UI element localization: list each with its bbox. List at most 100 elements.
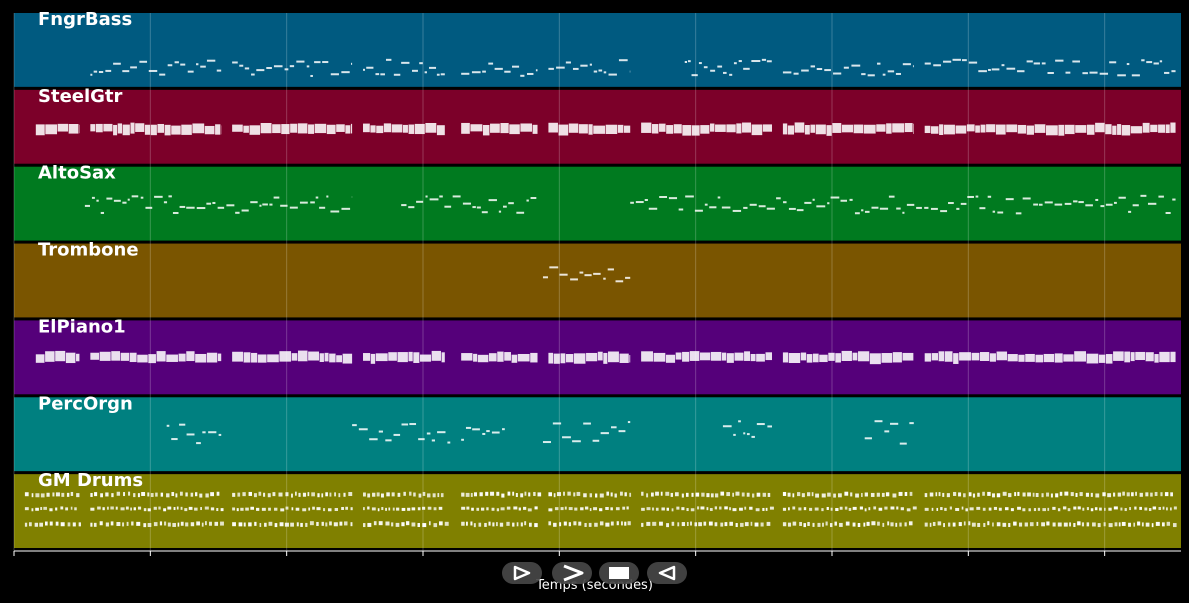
stop-button[interactable]	[599, 562, 639, 584]
note	[653, 352, 666, 362]
forward-button[interactable]	[552, 562, 592, 584]
note	[316, 507, 321, 511]
note	[133, 493, 136, 498]
note	[367, 506, 370, 510]
note	[660, 491, 663, 496]
note	[966, 124, 975, 132]
note	[733, 433, 736, 436]
note	[967, 195, 974, 198]
note	[1082, 72, 1088, 75]
note	[1145, 522, 1150, 527]
note	[461, 521, 465, 526]
rewind-button[interactable]	[647, 562, 687, 584]
note	[618, 430, 626, 433]
note	[614, 493, 617, 498]
note	[799, 521, 802, 526]
note	[812, 353, 819, 363]
note	[853, 124, 864, 134]
note	[868, 507, 871, 511]
note	[553, 353, 560, 364]
note	[899, 522, 902, 527]
note	[1094, 507, 1098, 511]
note	[783, 201, 787, 204]
note	[479, 492, 483, 497]
note	[488, 353, 497, 362]
note	[179, 205, 186, 208]
note	[194, 507, 198, 511]
note	[439, 521, 443, 526]
note	[975, 195, 979, 198]
note	[204, 521, 207, 526]
note	[491, 507, 495, 511]
note	[171, 125, 181, 135]
note	[302, 492, 307, 497]
note	[274, 507, 278, 511]
note	[473, 523, 476, 528]
note	[289, 65, 295, 68]
note	[807, 521, 810, 526]
track-band	[14, 474, 1181, 548]
note	[105, 522, 109, 527]
x-tick-label: 50	[279, 559, 294, 560]
note	[830, 196, 840, 199]
note	[524, 491, 527, 496]
playback-controls	[502, 562, 692, 586]
note	[949, 506, 952, 510]
note	[677, 522, 680, 527]
note	[821, 493, 826, 498]
note	[139, 60, 148, 63]
note	[800, 352, 807, 361]
note	[559, 522, 562, 527]
note	[488, 199, 497, 202]
note	[1117, 74, 1126, 77]
note	[876, 492, 880, 497]
note	[953, 353, 959, 364]
note	[273, 196, 280, 199]
note	[1070, 492, 1074, 497]
note	[251, 352, 258, 363]
note	[583, 422, 591, 425]
note	[308, 351, 320, 361]
x-tick-label: 150	[821, 559, 844, 560]
play-button[interactable]	[502, 562, 542, 584]
note	[1041, 522, 1045, 527]
note	[296, 522, 299, 527]
note	[281, 124, 290, 135]
note	[1147, 202, 1157, 205]
note	[671, 521, 675, 526]
note	[924, 353, 932, 362]
note	[419, 354, 432, 362]
note	[733, 62, 737, 65]
note	[902, 211, 905, 214]
note	[1135, 351, 1145, 361]
note	[792, 521, 797, 526]
note	[334, 507, 339, 511]
note	[715, 124, 726, 132]
note	[160, 492, 164, 497]
note	[1113, 351, 1124, 361]
note	[756, 423, 765, 426]
note	[250, 506, 254, 510]
note	[615, 280, 624, 283]
note	[158, 506, 161, 510]
note	[98, 71, 104, 74]
note	[310, 201, 315, 204]
note	[765, 352, 773, 361]
note	[385, 58, 392, 61]
note	[388, 352, 397, 361]
note	[812, 198, 815, 201]
note	[682, 351, 690, 362]
note	[659, 521, 663, 526]
note	[220, 508, 224, 512]
note	[1139, 506, 1142, 510]
note	[603, 352, 608, 364]
note	[943, 60, 952, 63]
note	[391, 492, 395, 497]
track-label: GM Drums	[38, 470, 143, 491]
note	[363, 523, 366, 528]
note	[1099, 507, 1102, 511]
note	[896, 207, 901, 210]
note	[874, 420, 883, 423]
note	[280, 204, 288, 207]
note	[1043, 353, 1055, 363]
